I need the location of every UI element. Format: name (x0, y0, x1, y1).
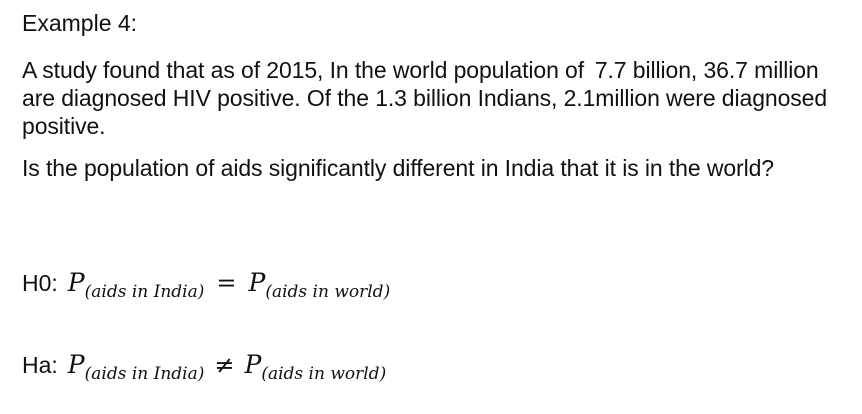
proportion-symbol-india: P (67, 350, 85, 379)
subscript-world: (aids in world) (261, 364, 387, 384)
proportion-symbol-world: P (248, 268, 266, 297)
research-question: Is the population of aids significantly … (22, 155, 775, 181)
subscript-india: (aids in India) (84, 282, 205, 302)
null-hypothesis-label: H0: (22, 270, 58, 296)
problem-statement: A study found that as of 2015, In the wo… (22, 57, 828, 139)
subscript-india: (aids in India) (84, 364, 205, 384)
alternative-hypothesis-label: Ha: (22, 352, 58, 378)
proportion-symbol-world: P (244, 350, 262, 379)
alternative-hypothesis: Ha: P (aids in India) ≠ P (aids in world… (22, 350, 386, 384)
null-hypothesis: H0: P (aids in India) = P (aids in world… (22, 268, 390, 302)
equals-operator: = (216, 269, 237, 297)
subscript-world: (aids in world) (265, 282, 391, 302)
example-title: Example 4: (22, 10, 138, 36)
proportion-symbol-india: P (67, 268, 85, 297)
not-equal-operator: ≠ (214, 351, 235, 379)
